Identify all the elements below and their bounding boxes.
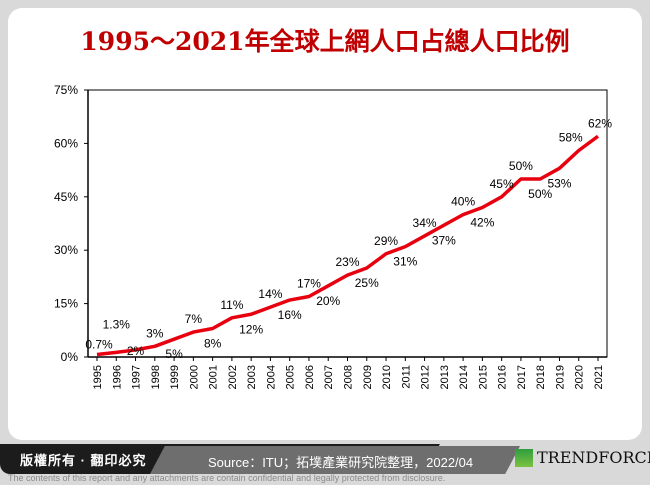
- data-label: 50%: [509, 159, 533, 173]
- x-tick-label: 2014: [458, 365, 470, 389]
- data-label: 31%: [393, 255, 417, 269]
- data-label: 53%: [547, 176, 571, 190]
- x-tick-label: 2013: [439, 365, 451, 389]
- x-tick-label: 2010: [381, 365, 393, 389]
- x-tick-label: 2008: [343, 365, 355, 389]
- y-tick-label: 60%: [54, 136, 78, 150]
- data-label: 29%: [374, 234, 398, 248]
- x-tick-label: 2005: [285, 365, 297, 389]
- data-label: 5%: [165, 347, 183, 361]
- data-label: 3%: [146, 326, 164, 340]
- source-bar: Source：ITU；拓墣產業研究院整理，2022/04: [150, 446, 520, 474]
- x-tick-label: 2015: [477, 365, 489, 389]
- x-tick-label: 2019: [554, 365, 566, 389]
- y-tick-label: 0%: [61, 350, 79, 364]
- data-label: 45%: [490, 177, 514, 191]
- data-label: 25%: [355, 276, 379, 290]
- x-tick-label: 2006: [304, 365, 316, 389]
- y-tick-label: 45%: [54, 190, 78, 204]
- data-label: 42%: [470, 215, 494, 229]
- x-tick-label: 2001: [208, 365, 220, 389]
- x-tick-label: 2016: [497, 365, 509, 389]
- data-label: 62%: [588, 116, 612, 130]
- x-tick-label: 2002: [227, 365, 239, 389]
- x-tick-label: 2017: [516, 365, 528, 389]
- slide-panel: [8, 8, 642, 440]
- x-tick-label: 2000: [188, 365, 200, 389]
- data-label: 37%: [432, 233, 456, 247]
- x-tick-label: 2018: [535, 365, 547, 389]
- footer: 版權所有 · 翻印必究 Source：ITU；拓墣產業研究院整理，2022/04…: [0, 444, 650, 474]
- data-label: 8%: [204, 337, 222, 351]
- x-tick-label: 2009: [362, 365, 374, 389]
- data-label: 14%: [258, 287, 282, 301]
- chart-title: 1995～2021年全球上網人口占總人口比例: [80, 27, 570, 56]
- copyright-text: 版權所有 · 翻印必究: [20, 453, 147, 468]
- trendforce-logo-icon: [515, 448, 533, 467]
- trendforce-logo: TRENDFORCE: [515, 448, 650, 467]
- x-tick-label: 2020: [574, 365, 586, 389]
- x-tick-label: 2004: [265, 365, 277, 389]
- plot-border: [87, 89, 608, 358]
- data-label: 16%: [278, 308, 302, 322]
- x-tick-label: 2007: [323, 365, 335, 389]
- y-tick-label: 15%: [54, 297, 78, 311]
- x-tick-label: 1995: [92, 365, 104, 389]
- data-label: 0.7%: [85, 338, 113, 352]
- data-label: 1.3%: [103, 317, 131, 331]
- y-tick-label: 75%: [54, 83, 78, 97]
- data-label: 23%: [335, 255, 359, 269]
- data-label: 40%: [451, 195, 475, 209]
- data-label: 7%: [185, 312, 203, 326]
- x-tick-label: 2003: [246, 365, 258, 389]
- data-label: 11%: [220, 298, 243, 312]
- series-line: [96, 134, 600, 357]
- data-label: 50%: [528, 187, 552, 201]
- x-tick-label: 2011: [400, 365, 412, 389]
- y-tick-label: 30%: [54, 243, 78, 257]
- data-label: 2%: [127, 344, 145, 358]
- data-label: 20%: [316, 294, 340, 308]
- x-tick-label: 1999: [169, 365, 181, 389]
- data-label: 58%: [559, 131, 583, 145]
- x-tick-label: 1998: [150, 365, 162, 389]
- data-label: 12%: [239, 322, 263, 336]
- x-tick-label: 1996: [111, 365, 123, 389]
- line-chart: 0% 15% 30% 45% 60% 75% 1995 1996 1997 1998 1999 200…: [54, 83, 612, 389]
- x-tick-label: 2012: [420, 365, 432, 389]
- source-text: Source：ITU；拓墣產業研究院整理，2022/04: [208, 455, 474, 470]
- data-label: 17%: [297, 276, 321, 290]
- x-tick-label: 1997: [131, 365, 143, 389]
- data-label: 34%: [413, 216, 437, 230]
- x-tick-label: 2021: [593, 365, 605, 389]
- disclaimer: The contents of this report and any atta…: [8, 473, 446, 483]
- brand-text: TRENDFORCE: [537, 448, 650, 467]
